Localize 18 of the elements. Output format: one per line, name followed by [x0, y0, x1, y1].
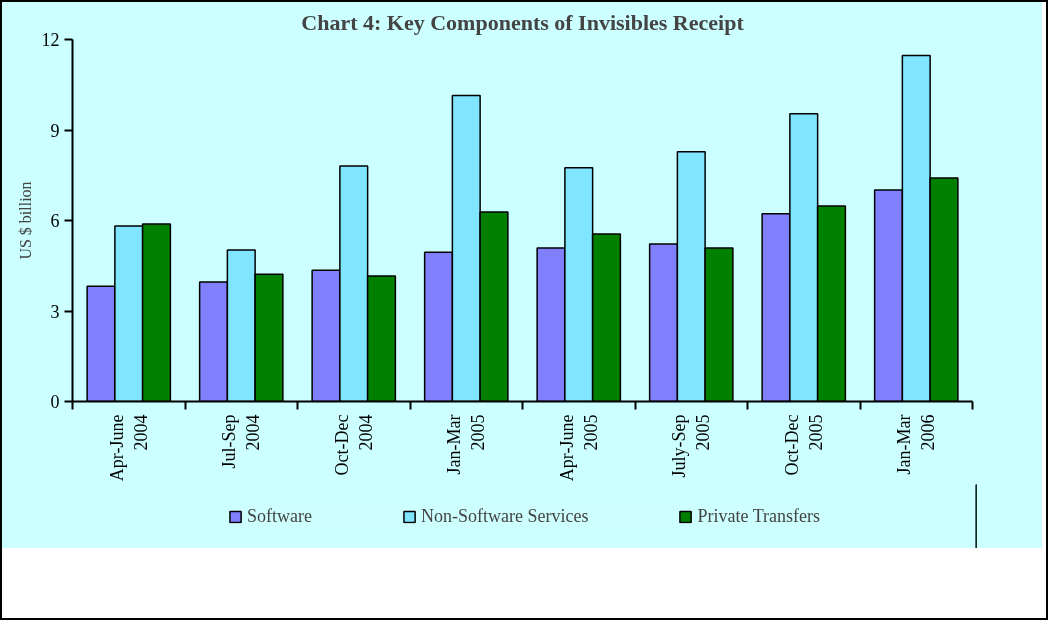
y-tick-label: 6: [50, 211, 60, 231]
x-tick-label: Oct-Dec 2004: [331, 414, 376, 476]
x-tick-label: Jul-Sep 2004: [219, 414, 264, 469]
y-tick-label: 0: [50, 392, 60, 412]
y-tick-label: 12: [41, 30, 60, 50]
x-tick-label: Apr-June 2004: [106, 414, 151, 482]
legend-label: Private Transfers: [697, 505, 820, 527]
legend-label: Software: [247, 505, 313, 527]
x-tick-label: July-Sep 2005: [669, 414, 714, 478]
chart-title: Chart 4: Key Components of Invisibles Receipt: [301, 9, 745, 35]
x-tick-label: Jan-Mar 2006: [894, 414, 939, 475]
x-tick-label: Oct-Dec 2005: [781, 414, 826, 476]
y-tick-label: 9: [50, 120, 60, 141]
x-tick-label: Apr-June 2005: [556, 414, 601, 482]
y-axis-title: US $ billion: [16, 181, 34, 260]
y-tick-label: 3: [50, 301, 60, 322]
x-tick-label: Jan-Mar 2005: [444, 414, 489, 475]
legend-label: Non-Software Services: [421, 505, 589, 527]
